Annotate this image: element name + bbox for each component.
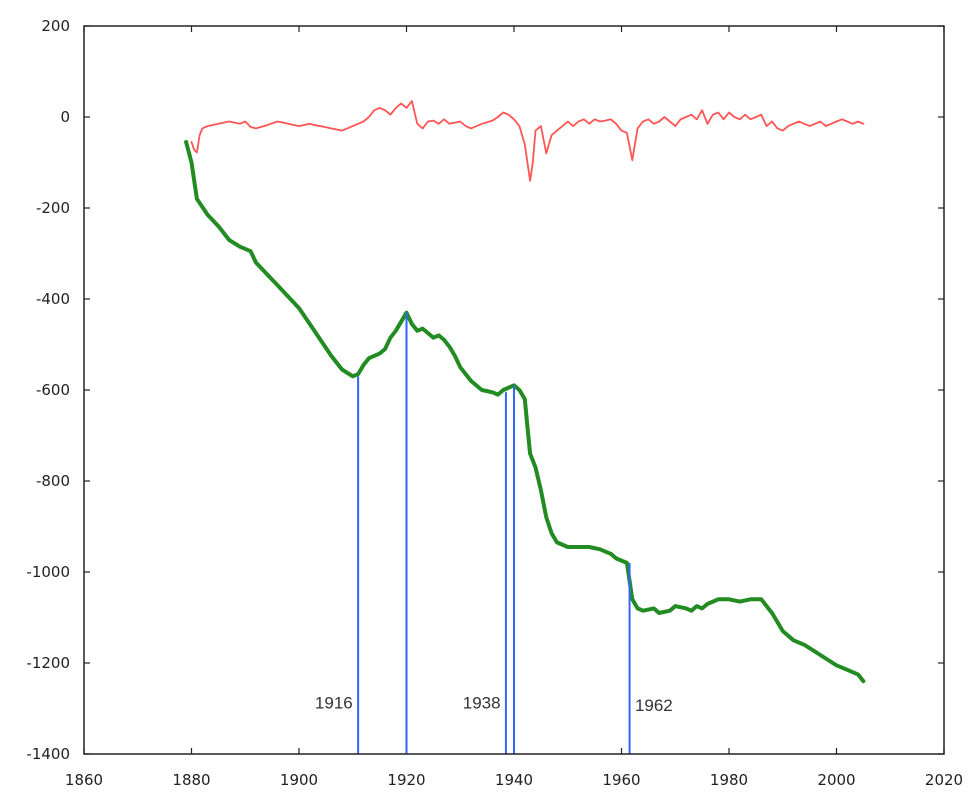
y-tick-label: -1000 — [26, 563, 70, 581]
event-annotation: 1938 — [463, 694, 501, 713]
x-tick-label: 1860 — [65, 771, 103, 789]
series-lines — [184, 100, 866, 684]
x-tick-label: 1940 — [495, 771, 533, 789]
event-lines — [357, 312, 631, 754]
x-tick-label: 1880 — [172, 771, 210, 789]
x-tick-label: 1920 — [387, 771, 425, 789]
series-line-1 — [184, 140, 866, 684]
tick-labels: 1860 1880 1900 1920 1940 1960 1980 2000 20202000… — [26, 17, 963, 789]
y-tick-label: -600 — [36, 381, 70, 399]
series-line-0 — [190, 100, 865, 182]
event-annotation: 1962 — [635, 696, 673, 715]
y-tick-label: -200 — [36, 199, 70, 217]
event-annotation: 1916 — [315, 694, 353, 713]
y-tick-label: 0 — [60, 108, 70, 126]
y-tick-label: 200 — [41, 17, 70, 35]
y-tick-label: -1400 — [26, 745, 70, 763]
y-tick-label: -400 — [36, 290, 70, 308]
x-tick-label: 1960 — [602, 771, 640, 789]
event-annotations: 1916 1938 1962 — [315, 694, 673, 715]
y-tick-label: -800 — [36, 472, 70, 490]
x-tick-label: 2000 — [817, 771, 855, 789]
x-tick-label: 2020 — [925, 771, 963, 789]
y-tick-label: -1200 — [26, 654, 70, 672]
x-tick-label: 1900 — [280, 771, 318, 789]
x-tick-label: 1980 — [710, 771, 748, 789]
plot-frame — [83, 25, 945, 755]
